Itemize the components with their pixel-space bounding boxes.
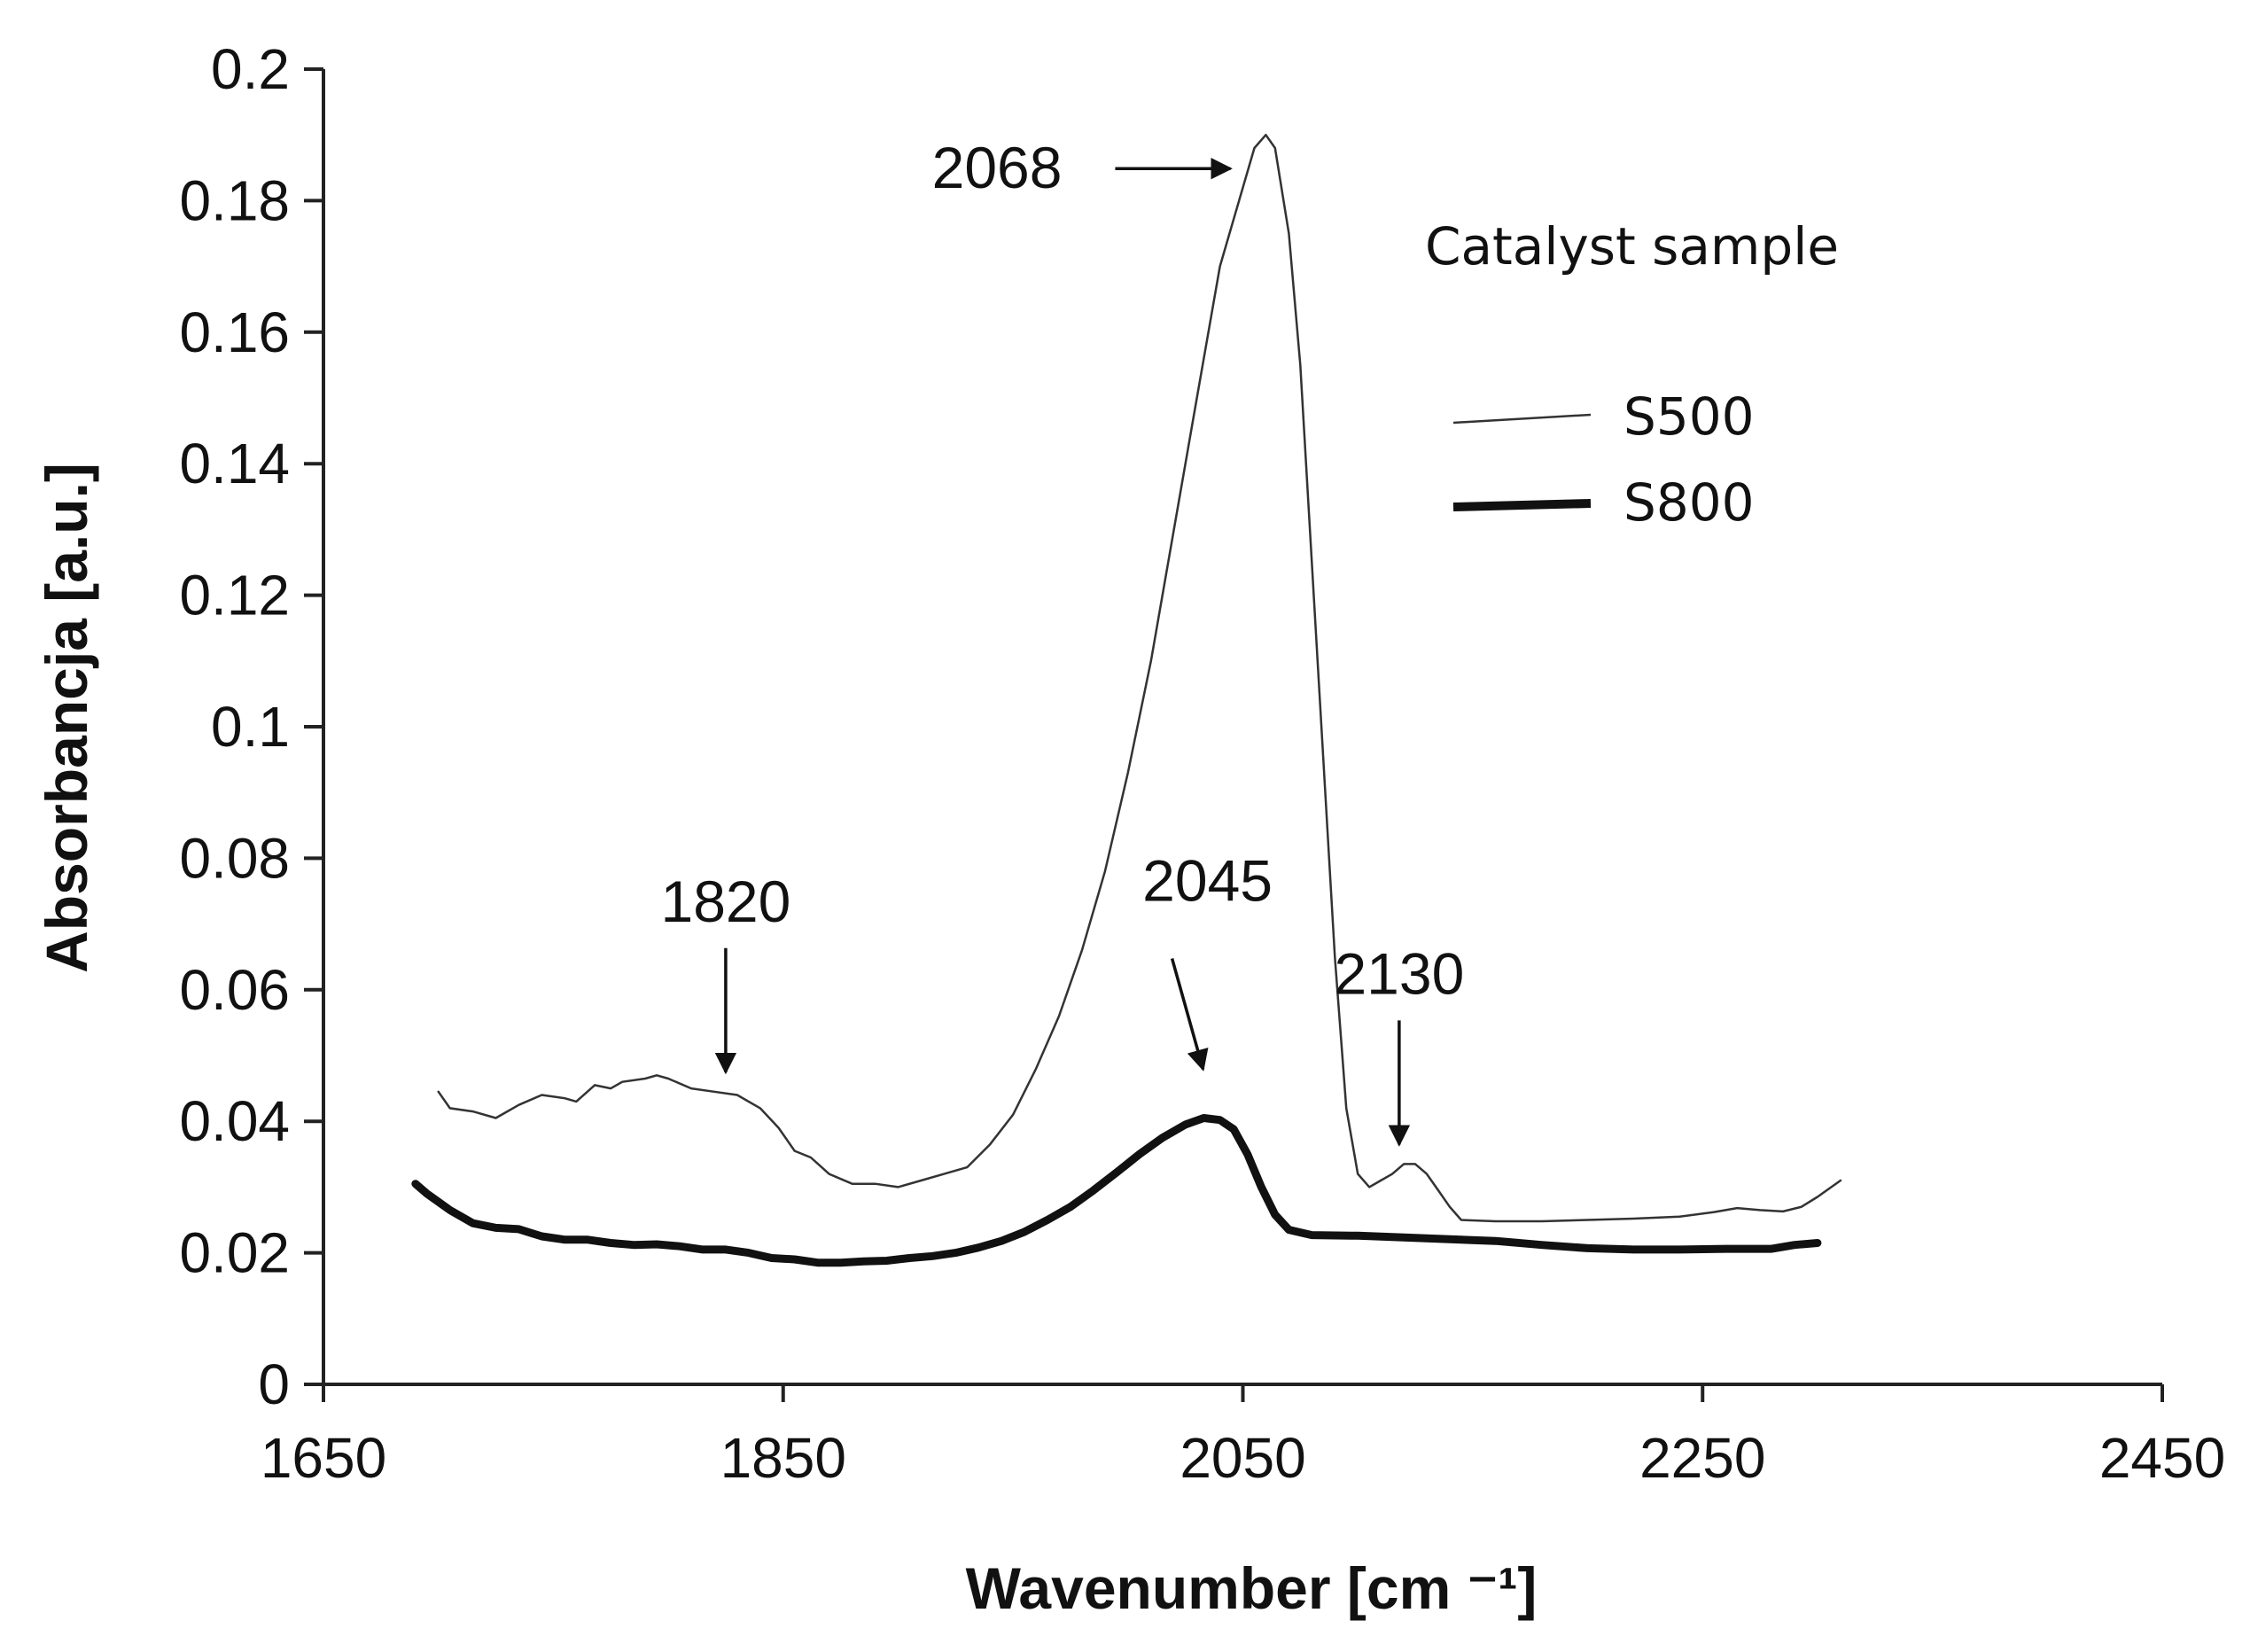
y-tick-label: 0.1	[211, 695, 290, 759]
legend-label-s800: S800	[1623, 472, 1755, 533]
legend: Catalyst sample S500 S800	[1425, 216, 1839, 533]
x-tick-layer: 1650 1850 2050 2250 2450	[261, 1384, 2225, 1490]
x-tick-label: 2450	[2099, 1426, 2225, 1490]
y-tick-label: 0.02	[179, 1221, 290, 1285]
legend-title: Catalyst sample	[1425, 216, 1839, 277]
x-tick-label: 1850	[720, 1426, 846, 1490]
y-tick-label: 0	[258, 1352, 290, 1416]
annotation-layer: 2068 1820 2045 2130	[660, 135, 1464, 1147]
y-tick-layer: 0 0.02 0.04 0.06 0.08 0.1 0.12 0.14 0.16 0.18 0.2	[179, 37, 323, 1416]
annotation-arrow	[1170, 958, 1209, 1071]
x-tick-label: 2050	[1180, 1426, 1305, 1490]
y-tick-label: 0.04	[179, 1089, 290, 1153]
x-tick-label: 1650	[261, 1426, 386, 1490]
series-line-s800	[411, 1114, 1822, 1267]
x-axis-title: Wavenumber [cm ⁻¹]	[966, 1555, 1538, 1621]
y-tick-label: 0.08	[179, 826, 290, 890]
series-layer	[411, 133, 1842, 1267]
legend-swatch-s500	[1452, 413, 1592, 425]
series-line-s500	[437, 133, 1842, 1223]
y-tick-label: 0.16	[179, 300, 290, 364]
y-axis-title: Absorbancja [a.u.]	[34, 463, 99, 973]
annotation-label-1820: 1820	[660, 869, 790, 934]
legend-swatch-s800	[1452, 499, 1592, 511]
annotation-label-2068: 2068	[932, 135, 1063, 200]
annotation-label-2045: 2045	[1142, 847, 1273, 913]
y-tick-label: 0.2	[211, 37, 290, 101]
legend-label-s500: S500	[1623, 386, 1755, 447]
y-tick-label: 0.18	[179, 168, 290, 232]
x-tick-label: 2250	[1639, 1426, 1765, 1490]
y-tick-label: 0.12	[179, 564, 290, 627]
y-tick-label: 0.06	[179, 958, 290, 1022]
annotation-label-2130: 2130	[1334, 940, 1464, 1006]
y-tick-label: 0.14	[179, 432, 290, 495]
